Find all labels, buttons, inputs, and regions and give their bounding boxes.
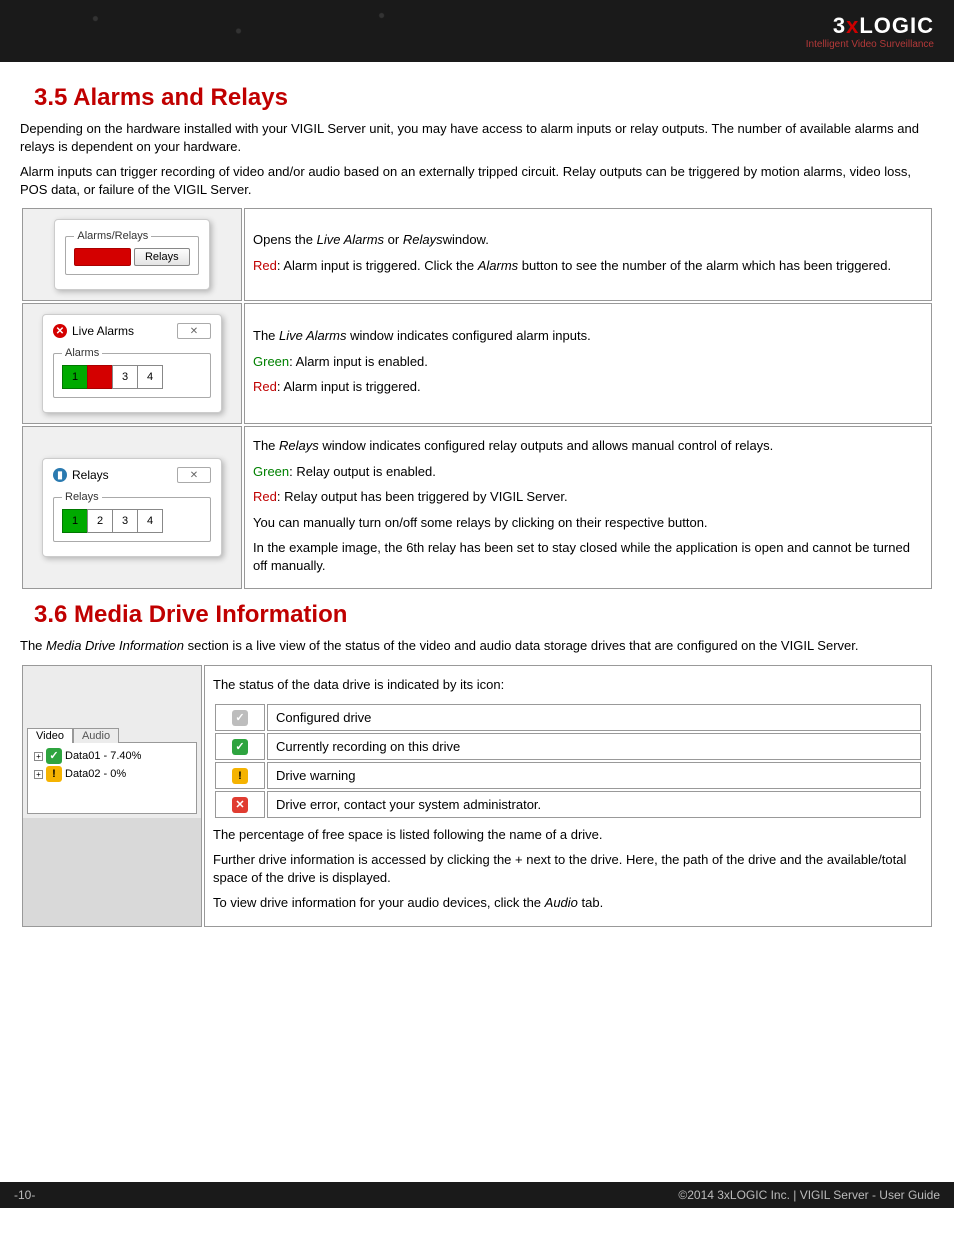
footer-page-number: -10-	[14, 1188, 35, 1202]
live-alarms-titlebar: ✕ Live Alarms ✕	[53, 323, 211, 345]
page-content: 3.5 Alarms and Relays Depending on the h…	[0, 62, 954, 1182]
media-intro: The status of the data drive is indicate…	[213, 676, 923, 694]
alarms-relays-widget-cell: Alarms/Relays Alarms Relays	[22, 208, 242, 301]
relays-button[interactable]: Relays	[134, 248, 190, 266]
media-widget-cell: VideoAudio + ✓ Data01 - 7.40% + ! Data02…	[22, 665, 202, 927]
error-icon: ✕	[53, 324, 67, 338]
expand-icon[interactable]: +	[34, 752, 43, 761]
live-alarms-title: Live Alarms	[72, 324, 134, 338]
group-label: Alarms	[62, 347, 102, 359]
drive-row-2[interactable]: + ! Data02 - 0%	[34, 765, 190, 783]
tab-video[interactable]: Video	[27, 728, 73, 743]
row3-line3: Red: Relay output has been triggered by …	[253, 488, 923, 506]
table-row: ✓ Configured drive	[215, 704, 921, 731]
row3-line4: You can manually turn on/off some relays…	[253, 514, 923, 532]
live-alarms-panel: ✕ Live Alarms ✕ Alarms 1234	[42, 314, 222, 413]
recording-drive-icon: ✓	[232, 739, 248, 755]
section-3-5-title: 3.5 Alarms and Relays	[34, 84, 934, 112]
row3-desc-cell: The Relays window indicates configured r…	[244, 426, 932, 589]
alarm-4-button[interactable]: 4	[137, 365, 163, 389]
relays-group: Relays 1234	[53, 491, 211, 542]
check-icon: ✓	[46, 748, 62, 764]
section-3-6-title: 3.6 Media Drive Information	[34, 601, 934, 629]
alarm-1-button[interactable]: 1	[62, 365, 88, 389]
relay-icon: ▮	[53, 468, 67, 482]
warning-icon: !	[46, 766, 62, 782]
media-p2: The percentage of free space is listed f…	[213, 826, 923, 844]
icon-legend-table: ✓ Configured drive ✓ Currently recording…	[213, 702, 923, 820]
alarm-2-button[interactable]: 2	[87, 365, 113, 389]
brand-logo: 3xLOGIC Intelligent Video Surveillance	[806, 13, 934, 50]
drive-tree: + ✓ Data01 - 7.40% + ! Data02 - 0%	[27, 742, 197, 814]
media-p3: Further drive information is accessed by…	[213, 851, 923, 886]
alarms-relays-group: Alarms/Relays Alarms Relays	[65, 230, 198, 275]
relays-titlebar: ▮ Relays ✕	[53, 467, 211, 489]
drive-2-label: Data02 - 0%	[65, 768, 126, 780]
brand-prefix: 3	[833, 13, 846, 38]
sec35-p2: Alarm inputs can trigger recording of vi…	[20, 163, 934, 198]
relays-panel: ▮ Relays ✕ Relays 1234	[42, 458, 222, 557]
live-alarms-widget-cell: ✕ Live Alarms ✕ Alarms 1234	[22, 303, 242, 424]
brand-suffix: LOGIC	[859, 13, 934, 38]
alarms-relays-panel: Alarms/Relays Alarms Relays	[54, 219, 209, 290]
legend-recording: Currently recording on this drive	[267, 733, 921, 760]
group-label: Alarms/Relays	[74, 230, 151, 242]
table-row: ✓ Currently recording on this drive	[215, 733, 921, 760]
close-button[interactable]: ✕	[177, 467, 211, 483]
configured-drive-icon: ✓	[232, 710, 248, 726]
media-p4: To view drive information for your audio…	[213, 894, 923, 912]
media-drive-table: VideoAudio + ✓ Data01 - 7.40% + ! Data02…	[20, 663, 934, 929]
relay-3-button[interactable]: 3	[112, 509, 138, 533]
row2-line1: The Live Alarms window indicates configu…	[253, 327, 923, 345]
warning-drive-icon: !	[232, 768, 248, 784]
alarms-group: Alarms 1234	[53, 347, 211, 398]
table-row: ! Drive warning	[215, 762, 921, 789]
tab-audio[interactable]: Audio	[73, 728, 119, 743]
brand-tagline: Intelligent Video Surveillance	[806, 39, 934, 50]
expand-icon[interactable]: +	[34, 770, 43, 779]
sec35-p1: Depending on the hardware installed with…	[20, 120, 934, 155]
table-row: ✕ Live Alarms ✕ Alarms 1234 The Live Ala…	[22, 303, 932, 424]
close-button[interactable]: ✕	[177, 323, 211, 339]
icon-cell: ✓	[215, 733, 265, 760]
row1-desc-cell: Opens the Live Alarms or Relayswindow. R…	[244, 208, 932, 301]
drive-1-label: Data01 - 7.40%	[65, 750, 141, 762]
row3-line1: The Relays window indicates configured r…	[253, 437, 923, 455]
icon-cell: ✕	[215, 791, 265, 818]
media-tabstrip: VideoAudio + ✓ Data01 - 7.40% + ! Data02…	[23, 666, 201, 818]
table-row: VideoAudio + ✓ Data01 - 7.40% + ! Data02…	[22, 665, 932, 927]
row1-line2: Red: Alarm input is triggered. Click the…	[253, 257, 923, 275]
brand-x: x	[846, 13, 859, 38]
row3-line5: In the example image, the 6th relay has …	[253, 539, 923, 574]
legend-warning: Drive warning	[267, 762, 921, 789]
page-footer: -10- ©2014 3xLOGIC Inc. | VIGIL Server -…	[0, 1182, 954, 1208]
row1-line1: Opens the Live Alarms or Relayswindow.	[253, 231, 923, 249]
alarm-3-button[interactable]: 3	[112, 365, 138, 389]
icon-cell: ✓	[215, 704, 265, 731]
group-label: Relays	[62, 491, 102, 503]
relays-title: Relays	[72, 468, 109, 482]
row3-line2: Green: Relay output is enabled.	[253, 463, 923, 481]
error-drive-icon: ✕	[232, 797, 248, 813]
drive-row-1[interactable]: + ✓ Data01 - 7.40%	[34, 747, 190, 765]
media-desc-cell: The status of the data drive is indicate…	[204, 665, 932, 927]
relays-widget-cell: ▮ Relays ✕ Relays 1234	[22, 426, 242, 589]
row2-desc-cell: The Live Alarms window indicates configu…	[244, 303, 932, 424]
alarms-button[interactable]: Alarms	[74, 248, 130, 266]
sec36-p1: The Media Drive Information section is a…	[20, 637, 934, 655]
table-row: ▮ Relays ✕ Relays 1234 The Relays window…	[22, 426, 932, 589]
legend-error: Drive error, contact your system adminis…	[267, 791, 921, 818]
footer-copyright: ©2014 3xLOGIC Inc. | VIGIL Server - User…	[678, 1188, 940, 1202]
relay-1-button[interactable]: 1	[62, 509, 88, 533]
alarms-relays-table: Alarms/Relays Alarms Relays Opens the Li…	[20, 206, 934, 591]
table-row: Alarms/Relays Alarms Relays Opens the Li…	[22, 208, 932, 301]
relay-4-button[interactable]: 4	[137, 509, 163, 533]
icon-cell: !	[215, 762, 265, 789]
row2-line2: Green: Alarm input is enabled.	[253, 353, 923, 371]
page-header: 3xLOGIC Intelligent Video Surveillance	[0, 0, 954, 62]
table-row: ✕ Drive error, contact your system admin…	[215, 791, 921, 818]
relay-2-button[interactable]: 2	[87, 509, 113, 533]
row2-line3: Red: Alarm input is triggered.	[253, 378, 923, 396]
legend-configured: Configured drive	[267, 704, 921, 731]
